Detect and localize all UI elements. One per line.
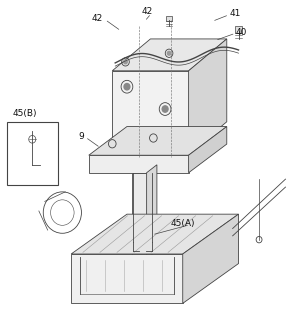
Polygon shape xyxy=(189,126,227,173)
Text: 40: 40 xyxy=(236,28,247,37)
Polygon shape xyxy=(112,39,227,71)
Circle shape xyxy=(124,84,130,90)
Bar xyxy=(132,173,147,259)
Text: 45(A): 45(A) xyxy=(171,219,195,228)
Text: 42: 42 xyxy=(92,14,103,23)
Text: 45(B): 45(B) xyxy=(12,109,37,118)
Polygon shape xyxy=(89,126,227,155)
Circle shape xyxy=(167,51,171,55)
Bar xyxy=(235,26,242,33)
Bar xyxy=(71,254,183,303)
Text: 42: 42 xyxy=(142,7,153,16)
Text: 9: 9 xyxy=(78,132,84,140)
Polygon shape xyxy=(71,214,239,254)
Bar xyxy=(89,155,189,173)
Polygon shape xyxy=(189,39,227,154)
Polygon shape xyxy=(147,165,157,259)
Polygon shape xyxy=(183,214,239,303)
Bar xyxy=(6,122,58,186)
Circle shape xyxy=(124,60,127,64)
Bar xyxy=(112,71,189,154)
Bar xyxy=(166,16,172,21)
Text: 41: 41 xyxy=(230,9,241,18)
Circle shape xyxy=(162,106,168,112)
